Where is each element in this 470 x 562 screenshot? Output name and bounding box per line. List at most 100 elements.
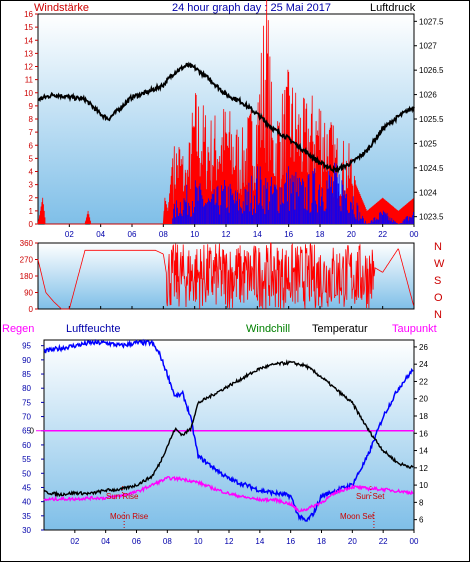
windchill-label: Windchill [246, 323, 290, 335]
x-tick-label-top: 00 [410, 230, 419, 239]
wind-y-tick-label: 3 [29, 181, 34, 190]
x-tick-label-bottom: 12 [225, 537, 234, 546]
pressure-y-tick-label: 1024.5 [419, 164, 444, 173]
pressure-y-tick-label: 1023.5 [419, 213, 444, 222]
pressure-y-tick-label: 1026 [419, 91, 437, 100]
pressure-y-tick-label: 1025.5 [419, 115, 444, 124]
x-tick-label-top: 02 [65, 230, 74, 239]
x-tick-label-bottom: 04 [101, 537, 110, 546]
x-tick-label-bottom: 10 [194, 537, 203, 546]
humidity-y-tick-label: 70 [22, 413, 31, 422]
x-tick-label-bottom: 02 [70, 537, 79, 546]
pressure-y-tick-label: 1027 [419, 42, 437, 51]
x-tick-label-top: 06 [128, 230, 137, 239]
humidity-y-tick-label: 90 [22, 356, 31, 365]
humidity-y-tick-label: 35 [22, 512, 31, 521]
temperature-y-tick-label: 8 [419, 498, 424, 507]
sun-set-label: Sun Set [356, 492, 385, 501]
wind-y-tick-label: 10 [24, 89, 33, 98]
series-temperature [43, 359, 414, 499]
wind-axis-title: Windstärke [34, 2, 89, 14]
humidity-y-tick-label: 55 [22, 455, 31, 464]
x-tick-label-bottom: 16 [286, 537, 295, 546]
series-pressure [37, 61, 415, 174]
wind-y-tick-label: 16 [24, 10, 33, 19]
wind-y-tick-label: 1 [29, 207, 34, 216]
x-tick-label-top: 10 [190, 230, 199, 239]
pressure-axis-title: Luftdruck [370, 2, 416, 14]
x-tick-label-top: 08 [159, 230, 168, 239]
temperature-y-tick-label: 16 [419, 429, 428, 438]
temperature-label: Temperatur [312, 323, 368, 335]
x-tick-label-top: 12 [222, 230, 231, 239]
chart-title: 24 hour graph day : 25 Mai 2017 [172, 2, 331, 14]
direction-label-n-top: N [434, 241, 442, 253]
sun-rise-label: Sun Rise [106, 492, 139, 501]
humidity-y-tick-label: 30 [22, 526, 31, 535]
pressure-y-tick-label: 1027.5 [419, 17, 444, 26]
axis-ticks: 0202040406060808101012121414161618182020… [20, 10, 444, 546]
x-tick-label-top: 20 [347, 230, 356, 239]
wind-y-tick-label: 14 [24, 36, 33, 45]
direction-label-n-bottom: N [434, 309, 442, 321]
wind-y-tick-label: 6 [29, 141, 34, 150]
series-humidity [43, 338, 414, 522]
wind-y-tick-label: 15 [24, 23, 33, 32]
wind-y-tick-label: 8 [29, 115, 34, 124]
x-tick-label-bottom: 06 [132, 537, 141, 546]
direction-y-tick-label: 180 [20, 272, 34, 281]
wind-y-tick-label: 4 [29, 168, 34, 177]
humidity-y-tick-label: 80 [22, 384, 31, 393]
rain-y-tick-label: 0 [30, 427, 35, 436]
humidity-y-tick-label: 40 [22, 498, 31, 507]
humidity-y-tick-label: 60 [22, 441, 31, 450]
series-dewpoint [43, 475, 414, 513]
wind-y-tick-label: 13 [24, 49, 33, 58]
direction-y-tick-label: 360 [20, 239, 34, 248]
x-tick-label-bottom: 00 [410, 537, 419, 546]
humidity-temperature-panel [43, 339, 415, 531]
x-tick-label-top: 04 [96, 230, 105, 239]
direction-label-o: O [434, 292, 443, 304]
chart-series [37, 0, 415, 530]
moon-rise-label: Moon Rise [110, 512, 149, 521]
humidity-y-tick-label: 75 [22, 398, 31, 407]
temperature-y-tick-label: 24 [419, 360, 428, 369]
x-tick-label-bottom: 08 [163, 537, 172, 546]
direction-y-tick-label: 0 [29, 305, 34, 314]
humidity-label: Luftfeuchte [66, 323, 120, 335]
wind-y-tick-label: 11 [25, 76, 34, 85]
humidity-y-tick-label: 85 [22, 370, 31, 379]
x-tick-label-bottom: 20 [348, 537, 357, 546]
humidity-y-tick-label: 45 [22, 483, 31, 492]
direction-y-tick-label: 90 [24, 289, 33, 298]
wind-y-tick-label: 7 [29, 128, 34, 137]
x-tick-label-top: 16 [284, 230, 293, 239]
temperature-y-tick-label: 26 [419, 343, 428, 352]
temperature-y-tick-label: 10 [419, 481, 428, 490]
wind-y-tick-label: 2 [29, 194, 34, 203]
temperature-y-tick-label: 20 [419, 395, 428, 404]
direction-y-tick-label: 270 [20, 256, 34, 265]
temperature-y-tick-label: 22 [419, 377, 428, 386]
wind-y-tick-label: 12 [24, 63, 33, 72]
temperature-y-tick-label: 6 [419, 516, 424, 525]
direction-label-w: W [434, 258, 445, 270]
x-tick-label-bottom: 22 [379, 537, 388, 546]
pressure-y-tick-label: 1025 [419, 139, 437, 148]
x-tick-label-bottom: 18 [317, 537, 326, 546]
humidity-y-tick-label: 65 [22, 427, 31, 436]
moon-set-label: Moon Set [340, 512, 375, 521]
temperature-y-tick-label: 12 [419, 464, 428, 473]
dewpoint-label: Taupunkt [392, 323, 437, 335]
x-tick-label-top: 18 [316, 230, 325, 239]
wind-y-tick-label: 5 [29, 154, 34, 163]
pressure-y-tick-label: 1026.5 [419, 66, 444, 75]
wind-y-tick-label: 0 [29, 220, 34, 229]
x-tick-label-top: 14 [253, 230, 262, 239]
x-tick-label-bottom: 14 [255, 537, 264, 546]
series-wind-speed [37, 0, 414, 225]
series-wind-direction [37, 242, 414, 310]
humidity-y-tick-label: 50 [22, 469, 31, 478]
